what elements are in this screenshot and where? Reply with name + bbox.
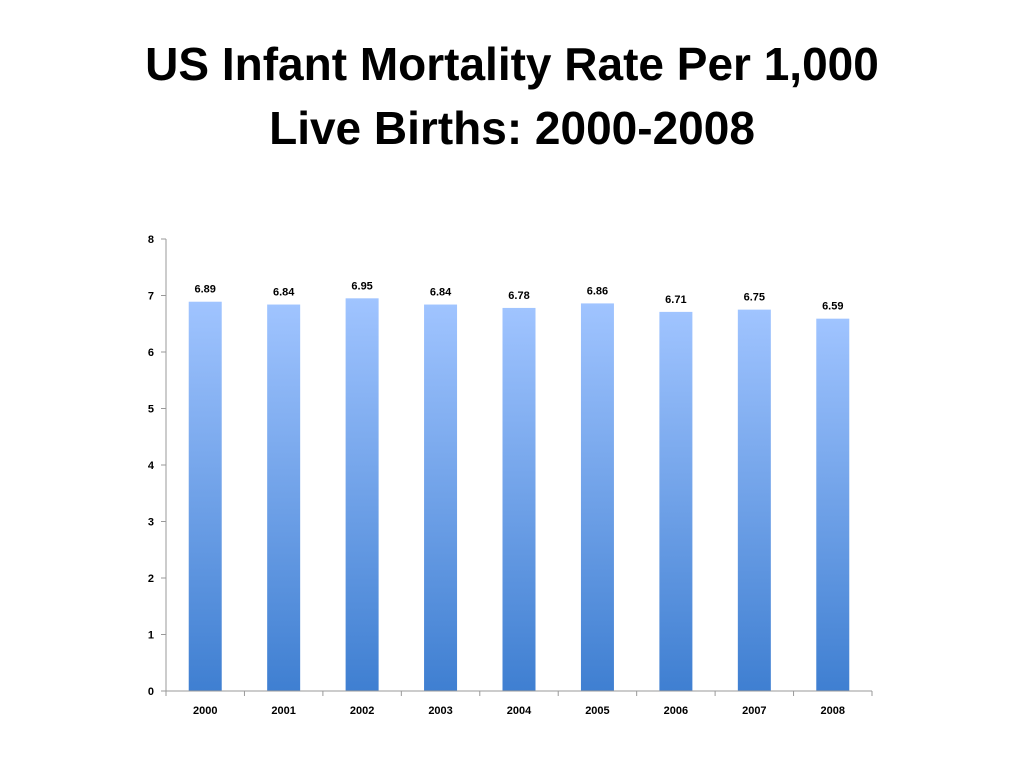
bar <box>267 304 301 691</box>
x-tick-label: 2002 <box>350 705 374 717</box>
y-tick-label: 6 <box>148 347 154 359</box>
x-tick-label: 2000 <box>193 705 217 717</box>
bar <box>580 303 614 691</box>
x-tick-label: 2005 <box>585 705 609 717</box>
x-tick-label: 2006 <box>664 705 688 717</box>
data-label: 6.95 <box>351 280 372 292</box>
x-tick-label: 2003 <box>428 705 452 717</box>
data-label: 6.78 <box>508 290 529 302</box>
bar <box>424 304 458 691</box>
data-label: 6.84 <box>273 287 295 299</box>
y-tick-label: 8 <box>148 234 154 246</box>
title-line-1: US Infant Mortality Rate Per 1,000 <box>145 38 879 90</box>
bar <box>188 301 222 691</box>
bar <box>816 318 850 691</box>
data-label: 6.59 <box>822 301 843 313</box>
y-tick-label: 4 <box>148 460 155 472</box>
y-tick-label: 0 <box>148 686 154 698</box>
y-tick-label: 3 <box>148 517 154 529</box>
y-tick-label: 5 <box>148 404 154 416</box>
y-tick-label: 2 <box>148 573 154 585</box>
data-label: 6.84 <box>430 287 452 299</box>
x-tick-label: 2008 <box>821 705 845 717</box>
bar <box>659 311 693 691</box>
data-label: 6.89 <box>195 284 216 296</box>
x-tick-label: 2001 <box>271 705 295 717</box>
data-label: 6.86 <box>587 285 608 297</box>
data-label: 6.75 <box>744 292 765 304</box>
page-title: US Infant Mortality Rate Per 1,000 Live … <box>0 32 1024 160</box>
y-tick-label: 1 <box>148 630 154 642</box>
bar <box>737 309 771 691</box>
y-tick-label: 7 <box>148 291 154 303</box>
x-tick-label: 2004 <box>507 705 532 717</box>
bar <box>502 307 536 691</box>
bar <box>345 298 379 691</box>
x-tick-label: 2007 <box>742 705 766 717</box>
data-label: 6.71 <box>665 294 686 306</box>
title-line-2: Live Births: 2000-2008 <box>269 102 755 154</box>
